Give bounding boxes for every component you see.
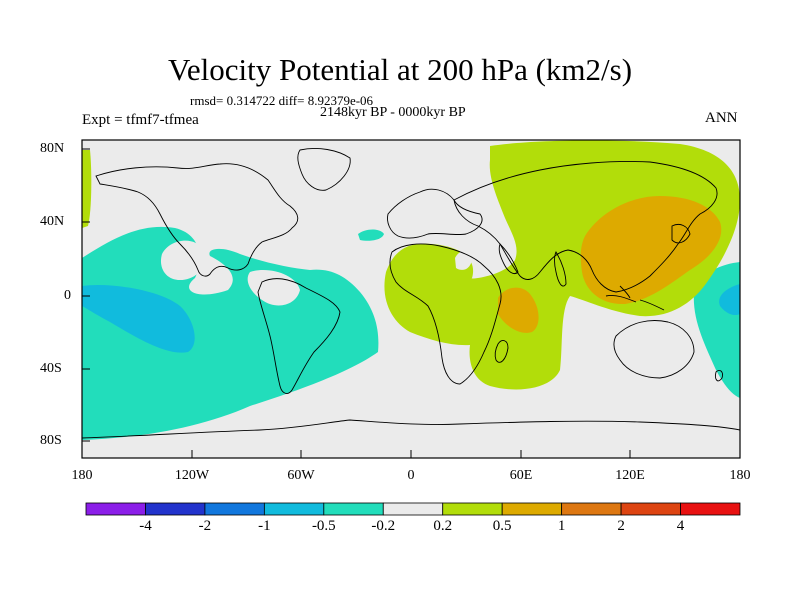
contour-zero-mediterranean (455, 251, 472, 270)
y-label-0: 0 (64, 288, 71, 303)
coastline-antarctica (82, 419, 740, 439)
contour-zero-atlantic (160, 240, 205, 280)
y-label-80n: 80N (40, 141, 65, 156)
contour-positive-africa-core (498, 287, 539, 333)
colorbar-label: 0.5 (492, 518, 512, 534)
experiment-label: Expt = tfmf7-tfmea (82, 112, 199, 128)
coastline-india (554, 251, 567, 287)
colorbar-swatch (561, 502, 622, 516)
contour-negative-atlantic-patch (358, 229, 384, 241)
x-axis-ticks (81, 450, 741, 458)
period-label: 2148kyr BP - 0000kyr BP (320, 105, 466, 120)
contour-west-edge-strip (82, 150, 92, 228)
colorbar-label: 4 (676, 518, 685, 534)
contour-positive-east-asia-core (580, 196, 722, 305)
coastline-indonesia (605, 285, 665, 311)
colorbar-label: 2 (617, 518, 625, 534)
colorbar-label: 1 (557, 518, 566, 534)
coastline-japan (671, 223, 691, 244)
contour-negative-core (82, 284, 195, 353)
colorbar-label: -0.2 (371, 518, 396, 534)
x-label-180w: 180 (71, 468, 93, 483)
colorbar (85, 502, 741, 516)
coastline-madagascar (494, 340, 509, 363)
colorbar-swatch (145, 502, 206, 516)
coastline-europe (387, 188, 483, 239)
map-title: Velocity Potential at 200 hPa (km2/s) (167, 52, 633, 87)
colorbar-swatch (263, 502, 325, 516)
colorbar-label: 0.2 (433, 518, 453, 534)
stats-line: rmsd= 0.314722 diff= 8.92379e-06 (190, 93, 374, 108)
x-label-60w: 60W (287, 468, 315, 483)
colorbar-swatch (85, 502, 146, 516)
coastline-arabia (498, 243, 519, 275)
x-label-0: 0 (407, 468, 415, 483)
coastline-australia (613, 320, 695, 379)
colorbar-swatch (442, 502, 503, 516)
colorbar-swatch (680, 502, 741, 516)
y-label-40s: 40S (40, 361, 62, 376)
coastlines (82, 147, 740, 439)
colorbar-label: -2 (198, 518, 212, 534)
colorbar-label: -1 (258, 518, 271, 534)
season-label: ANN (705, 110, 738, 126)
coastline-asia (453, 161, 718, 293)
colorbar-swatch (620, 502, 681, 516)
coastline-new-zealand (715, 369, 723, 382)
colorbar-label: -0.5 (311, 518, 336, 534)
coastline-south-america (257, 278, 341, 394)
colorbar-swatch (501, 502, 563, 516)
x-label-120e: 120E (615, 468, 645, 483)
x-label-120w: 120W (174, 468, 210, 483)
y-label-40n: 40N (40, 214, 65, 229)
coastline-north-america (95, 163, 299, 277)
colorbar-swatch (204, 502, 265, 516)
x-label-60e: 60E (509, 468, 533, 483)
colorbar-swatch (323, 502, 384, 516)
colorbar-label: -4 (139, 518, 152, 534)
y-axis-ticks (82, 148, 90, 442)
contour-zero-caribbean (247, 270, 300, 306)
x-label-180e: 180 (729, 468, 751, 483)
contour-negative-east-core (719, 284, 740, 316)
y-label-80s: 80S (40, 433, 62, 448)
coastline-africa (389, 243, 502, 385)
colorbar-swatch (382, 502, 444, 516)
coastline-greenland (297, 147, 351, 191)
contour-negative-pacific (82, 226, 379, 440)
